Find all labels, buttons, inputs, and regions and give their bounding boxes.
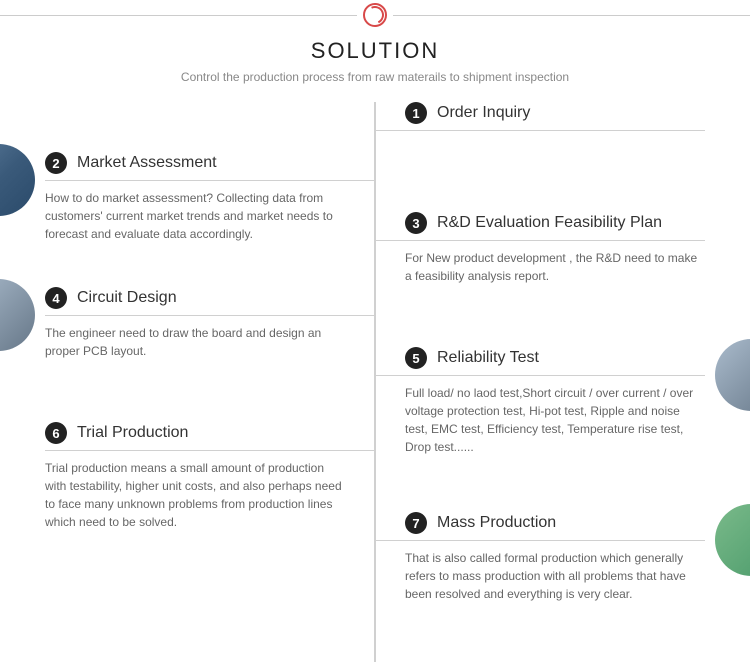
- swirl-icon: [363, 3, 387, 27]
- step-header: 4 Circuit Design: [45, 287, 345, 316]
- step-image-4: [0, 279, 35, 351]
- step-image-7: [715, 504, 750, 576]
- solution-infographic: SOLUTION Control the production process …: [0, 0, 750, 662]
- photo-icon: [0, 144, 35, 216]
- photo-icon: [715, 504, 750, 576]
- page-title: SOLUTION: [0, 38, 750, 64]
- top-divider: [0, 0, 750, 30]
- divider-line-right: [393, 15, 750, 16]
- step-header: 1 Order Inquiry: [405, 102, 705, 131]
- step-image-2: [0, 144, 35, 216]
- step-header: 5 Reliability Test: [405, 347, 705, 376]
- step-title: Mass Production: [437, 514, 556, 532]
- step-1: 1 Order Inquiry: [375, 102, 705, 139]
- step-description: That is also called formal production wh…: [405, 549, 705, 603]
- page-subtitle: Control the production process from raw …: [0, 70, 750, 84]
- step-description: How to do market assessment? Collecting …: [45, 189, 345, 243]
- step-6: 6 Trial Production Trial production means …: [45, 422, 375, 531]
- step-description: The engineer need to draw the board and …: [45, 324, 345, 360]
- step-description: Trial production means a small amount of…: [45, 459, 345, 531]
- step-title: Market Assessment: [77, 154, 217, 172]
- step-header: 7 Mass Production: [405, 512, 705, 541]
- step-title: Order Inquiry: [437, 104, 530, 122]
- step-number-badge: 3: [405, 212, 427, 234]
- photo-icon: [715, 339, 750, 411]
- step-number-badge: 6: [45, 422, 67, 444]
- step-header: 6 Trial Production: [45, 422, 345, 451]
- step-2: 2 Market Assessment How to do market asses…: [45, 152, 375, 243]
- step-image-5: [715, 339, 750, 411]
- step-description: For New product development , the R&D ne…: [405, 249, 705, 285]
- step-header: 2 Market Assessment: [45, 152, 345, 181]
- photo-icon: [0, 279, 35, 351]
- step-5: 5 Reliability Test Full load/ no laod test…: [375, 347, 705, 456]
- step-4: 4 Circuit Design The engineer need to draw…: [45, 287, 375, 360]
- step-number-badge: 5: [405, 347, 427, 369]
- step-number-badge: 1: [405, 102, 427, 124]
- timeline: 1 Order Inquiry 2 Market Assessment How to d…: [0, 102, 750, 662]
- step-title: Reliability Test: [437, 349, 539, 367]
- step-title: Trial Production: [77, 424, 188, 442]
- step-3: 3 R&D Evaluation Feasibility Plan For New …: [375, 212, 705, 285]
- step-title: Circuit Design: [77, 289, 177, 307]
- step-header: 3 R&D Evaluation Feasibility Plan: [405, 212, 705, 241]
- step-number-badge: 2: [45, 152, 67, 174]
- divider-line-left: [0, 15, 357, 16]
- step-number-badge: 7: [405, 512, 427, 534]
- step-number-badge: 4: [45, 287, 67, 309]
- step-title: R&D Evaluation Feasibility Plan: [437, 214, 662, 232]
- header: SOLUTION Control the production process …: [0, 30, 750, 102]
- step-description: Full load/ no laod test,Short circuit / …: [405, 384, 705, 456]
- step-7: 7 Mass Production That is also called form…: [375, 512, 705, 603]
